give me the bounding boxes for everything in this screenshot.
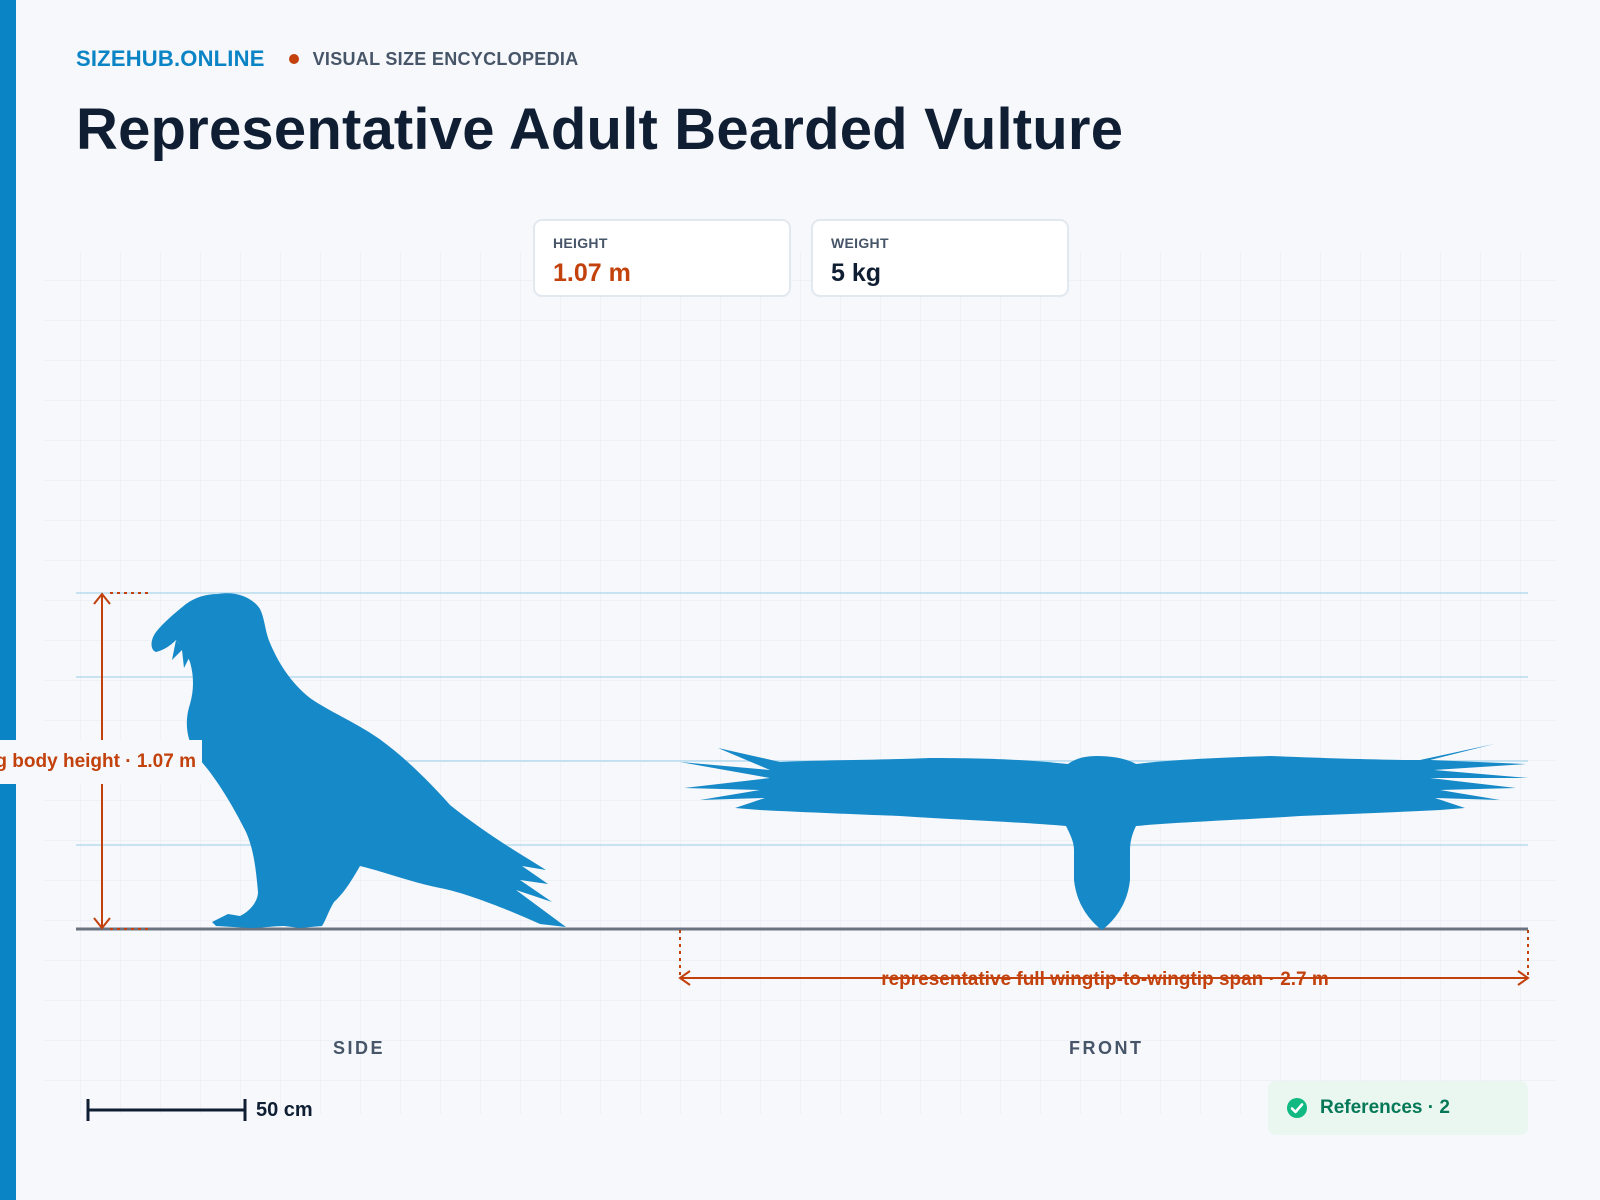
side-view-label: SIDE — [333, 1038, 386, 1058]
side-dimension-label-text: representative adult standing body heigh… — [0, 751, 196, 772]
references-button[interactable]: References · 2 — [1268, 1081, 1528, 1135]
page-title: Representative Adult Bearded Vulture — [76, 97, 1124, 162]
scale-bar — [86, 1099, 247, 1121]
header-brand-row: SIZEHUB.ONLINE VISUAL SIZE ENCYCLOPEDIA — [76, 46, 579, 72]
references-label: References · 2 — [1320, 1097, 1450, 1118]
height-stat-label: HEIGHT — [553, 235, 608, 251]
weight-stat-label: WEIGHT — [831, 235, 889, 251]
side-view-beard — [172, 640, 190, 668]
accent-bar — [0, 0, 16, 1200]
front-view-label: FRONT — [1069, 1038, 1144, 1058]
height-stat-card: HEIGHT 1.07 m — [533, 219, 791, 297]
side-dimension-label: representative adult standing body heigh… — [0, 740, 202, 784]
front-span-dimension — [678, 930, 1530, 986]
front-dimension-label: representative full wingtip-to-wingtip s… — [881, 969, 1329, 990]
side-view-silhouette — [151, 593, 566, 928]
front-view-silhouette — [680, 744, 1528, 930]
site-brand-link[interactable]: SIZEHUB.ONLINE — [76, 46, 265, 71]
weight-stat-value: 5 kg — [831, 259, 882, 287]
check-circle-icon — [1287, 1098, 1307, 1118]
height-stat-value: 1.07 m — [553, 259, 631, 287]
scale-bar-label: 50 cm — [256, 1099, 313, 1121]
site-tagline: VISUAL SIZE ENCYCLOPEDIA — [312, 48, 579, 69]
separator-dot-icon — [288, 54, 299, 64]
background-grid — [44, 252, 1556, 1114]
weight-stat-card: WEIGHT 5 kg — [811, 219, 1069, 297]
